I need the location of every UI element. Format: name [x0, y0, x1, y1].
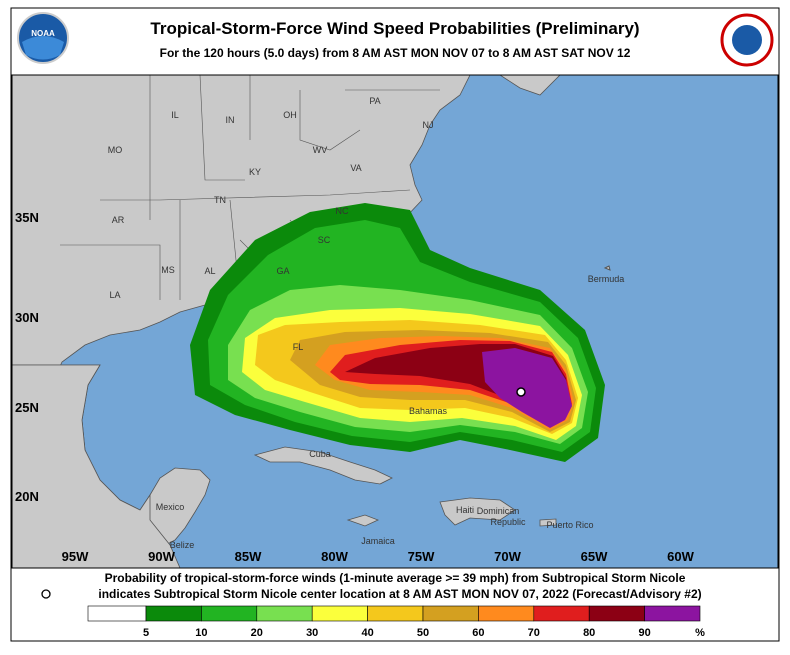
legend-label: % — [695, 627, 705, 639]
place-label: SC — [318, 235, 331, 245]
place-label: Puerto Rico — [546, 520, 593, 530]
place-label: Bermuda — [588, 274, 625, 284]
legend-swatch — [588, 605, 645, 622]
legend-swatch — [311, 605, 368, 622]
legend-label: 50 — [417, 627, 429, 639]
place-label: IN — [226, 115, 235, 125]
footer-line: indicates Subtropical Storm Nicole cente… — [98, 587, 701, 601]
legend-swatch — [478, 605, 535, 622]
place-label: OH — [283, 110, 297, 120]
mexico-land — [12, 364, 181, 568]
place-label: LA — [109, 290, 120, 300]
legend-label: 80 — [583, 627, 595, 639]
map: PA NJ IL IN OH MO WV VA KY NC TN AR SC M… — [12, 75, 778, 568]
legend-label: 60 — [472, 627, 484, 639]
jamaica-island — [346, 514, 380, 527]
probability-contours — [190, 203, 605, 462]
storm-center — [516, 387, 526, 397]
legend-swatch — [145, 605, 202, 622]
puerto-rico-island — [539, 518, 557, 527]
contour-90 — [482, 348, 572, 428]
place-label: WV — [313, 145, 328, 155]
noaa-logo-wave — [22, 36, 64, 60]
place-label: GA — [276, 266, 289, 276]
legend-label: 40 — [361, 627, 373, 639]
place-label: MS — [161, 265, 175, 275]
longitude-label: 65W — [581, 549, 608, 564]
place-label: VA — [350, 163, 361, 173]
noaa-logo-text: NOAA — [31, 29, 55, 38]
legend-swatch — [201, 605, 258, 622]
title: Tropical-Storm-Force Wind Speed Probabil… — [150, 19, 639, 38]
longitude-label: 60W — [667, 549, 694, 564]
legend-swatch — [256, 605, 313, 622]
legend-label: 5 — [143, 627, 149, 639]
legend-label: 10 — [195, 627, 207, 639]
place-label: AL — [204, 266, 215, 276]
longitude-label: 80W — [321, 549, 348, 564]
place-label: NC — [336, 206, 349, 216]
place-label: Jamaica — [361, 536, 395, 546]
longitude-label: 70W — [494, 549, 521, 564]
place-label: MO — [108, 145, 123, 155]
latitude-label: 25N — [15, 400, 39, 415]
place-label: Bahamas — [409, 406, 448, 416]
place-label: Cuba — [309, 449, 331, 459]
legend-label: 90 — [638, 627, 650, 639]
place-label: AR — [112, 215, 125, 225]
place-label: NJ — [423, 120, 434, 130]
longitude-label: 75W — [408, 549, 435, 564]
legend-label: 30 — [306, 627, 318, 639]
place-label: Dominican — [477, 506, 520, 516]
latitude-label: 30N — [15, 310, 39, 325]
footer-symbol — [41, 589, 51, 599]
cuba-island — [253, 446, 393, 485]
longitude-label: 85W — [235, 549, 262, 564]
legend-swatch — [367, 605, 424, 622]
place-label: IL — [171, 110, 179, 120]
place-label: FL — [293, 342, 304, 352]
place-label: KY — [249, 167, 261, 177]
legend-label: 20 — [251, 627, 263, 639]
axis-labels: 35N 30N 25N 20N 95W 90W 85W 80W 75W 70W 65W 60W — [15, 210, 695, 564]
bermuda-island — [603, 265, 611, 271]
hispaniola-island — [439, 497, 516, 526]
longitude-label: 90W — [148, 549, 175, 564]
legend: 5 10 20 30 40 50 60 70 80 90% — [87, 605, 705, 639]
place-label: PA — [369, 96, 380, 106]
place-label: Haiti — [456, 505, 474, 515]
footer-line: Probability of tropical-storm-force wind… — [105, 571, 686, 585]
map-border — [11, 74, 779, 569]
legend-swatch — [422, 605, 479, 622]
latitude-label: 35N — [15, 210, 39, 225]
subtitle: For the 120 hours (5.0 days) from 8 AM A… — [160, 46, 631, 60]
place-label: TN — [214, 195, 226, 205]
frame — [10, 7, 780, 642]
legend-swatch — [87, 605, 147, 622]
legend-label: 70 — [528, 627, 540, 639]
place-label: Mexico — [156, 502, 185, 512]
legend-swatch — [533, 605, 590, 622]
place-label: Republic — [490, 517, 526, 527]
canada-land — [499, 75, 561, 96]
legend-swatch — [644, 605, 701, 622]
nws-logo-center — [732, 25, 762, 55]
longitude-label: 95W — [62, 549, 89, 564]
latitude-label: 20N — [15, 489, 39, 504]
place-label: Belize — [170, 540, 195, 550]
